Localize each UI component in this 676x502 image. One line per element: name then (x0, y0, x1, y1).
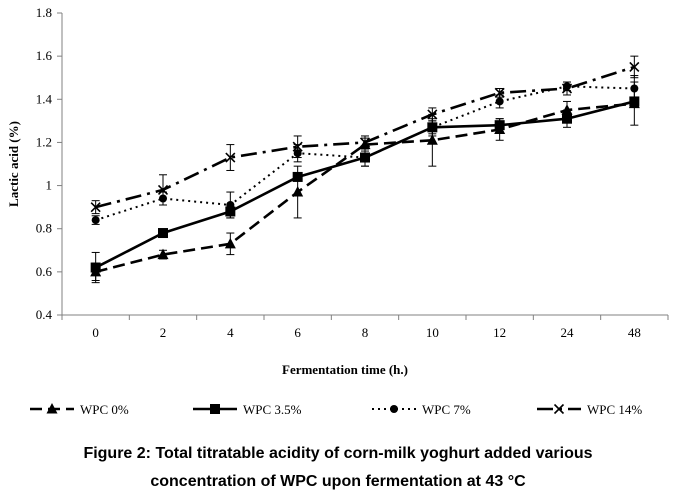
y-axis-label: Lactic acid (%) (6, 121, 21, 207)
data-point (157, 248, 169, 260)
x-tick-label: 8 (362, 325, 369, 340)
data-point (91, 216, 100, 225)
y-tick-label: 0.8 (36, 221, 52, 236)
data-point (630, 84, 639, 93)
data-point (157, 184, 169, 195)
data-point (225, 152, 236, 163)
x-tick-label: 6 (294, 325, 301, 340)
data-point (494, 120, 505, 131)
x-tick-label: 0 (92, 325, 99, 340)
caption-line-1: Figure 2: Total titratable acidity of co… (83, 445, 593, 462)
x-tick-label: 10 (426, 325, 439, 340)
data-point (361, 153, 369, 162)
legend-item: WPC 3.5% (193, 402, 302, 417)
data-point (292, 141, 303, 152)
x-tick-label: 48 (628, 325, 641, 340)
legend-label: WPC 0% (80, 402, 129, 417)
caption-line-2: concentration of WPC upon fermentation a… (150, 473, 526, 490)
series-group (90, 55, 640, 284)
axes (61, 13, 668, 316)
y-tick-label: 0.4 (36, 307, 53, 322)
x-axis-label: Fermentation time (h.) (282, 362, 408, 377)
legend-label: WPC 3.5% (243, 402, 302, 417)
y-tick-label: 1.8 (36, 5, 52, 20)
data-point (359, 137, 371, 148)
data-point (428, 123, 437, 132)
legend-marker (390, 405, 398, 413)
legend-marker (210, 404, 220, 414)
x-tick-label: 4 (227, 325, 234, 340)
x-axis-ticks: 0 2 4 6 8 10 12 24 48 (61, 315, 669, 340)
y-tick-label: 1.6 (36, 48, 53, 63)
y-tick-label: 0.6 (36, 264, 53, 279)
series-wpc-7- (91, 75, 639, 225)
series-line (95, 100, 635, 269)
x-tick-label: 24 (561, 325, 575, 340)
legend: WPC 0% WPC 3.5% WPC 7% WPC 14% (30, 402, 642, 417)
legend-label: WPC 7% (422, 402, 471, 417)
data-point (292, 171, 303, 182)
data-point (292, 186, 304, 197)
legend-marker (46, 403, 58, 414)
data-point (90, 202, 101, 213)
data-point (426, 134, 438, 145)
y-tick-label: 1 (46, 178, 53, 193)
data-point (90, 262, 101, 273)
chart: 0.40.60.811.21.41.61.8 0 2 4 6 8 10 12 24 48 Lac… (6, 5, 669, 417)
series-line (95, 102, 635, 274)
figure-caption: Figure 2: Total titratable acidity of co… (0, 440, 676, 496)
data-point (562, 113, 572, 124)
data-point (427, 109, 438, 120)
data-point (495, 97, 504, 106)
legend-marker (553, 403, 565, 415)
data-point (224, 237, 236, 249)
data-point (561, 83, 573, 94)
data-point (561, 104, 573, 115)
data-point (629, 61, 640, 72)
data-point (226, 200, 235, 209)
x-tick-label: 12 (493, 325, 506, 340)
series-wpc-3-5- (90, 96, 640, 284)
legend-item: WPC 7% (372, 402, 471, 417)
y-axis-ticks: 0.4 0.6 0.8 1 1.2 1.4 1.6 1.8 (36, 5, 62, 322)
y-tick-label: 1.4 (36, 91, 53, 106)
legend-item: WPC 0% (30, 402, 129, 417)
legend-label: WPC 14% (587, 402, 642, 417)
x-tick-label: 2 (160, 325, 167, 340)
data-point (158, 228, 168, 239)
legend-item: WPC 14% (537, 402, 642, 417)
y-tick-label: 1.2 (36, 134, 52, 149)
data-point (494, 87, 505, 98)
series-wpc-0- (90, 81, 640, 281)
series-wpc-14- (90, 55, 640, 215)
